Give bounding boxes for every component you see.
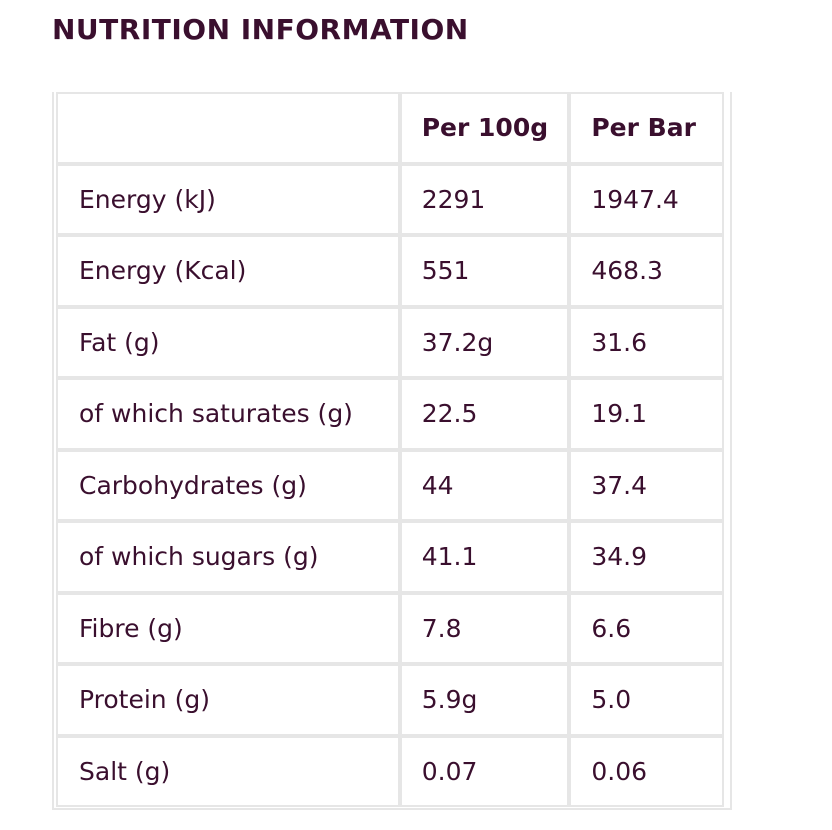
nutrient-label: Fibre (g) [58,595,398,663]
table-row: Salt (g) 0.07 0.06 [58,738,722,806]
per-100g-value: 7.8 [402,595,568,663]
per-bar-value: 5.0 [571,666,722,734]
nutrient-label: Energy (Kcal) [58,237,398,305]
per-bar-value: 37.4 [571,452,722,520]
page-title: NUTRITION INFORMATION [52,13,469,46]
table-row: of which saturates (g) 22.5 19.1 [58,380,722,448]
per-100g-value: 5.9g [402,666,568,734]
nutrient-label: Salt (g) [58,738,398,806]
per-100g-value: 37.2g [402,309,568,377]
table-row: Fat (g) 37.2g 31.6 [58,309,722,377]
per-bar-value: 19.1 [571,380,722,448]
per-100g-value: 41.1 [402,523,568,591]
table-header-row: Per 100g Per Bar [58,94,722,162]
table-row: Energy (Kcal) 551 468.3 [58,237,722,305]
nutrient-label: Protein (g) [58,666,398,734]
per-bar-value: 31.6 [571,309,722,377]
nutrition-table: Per 100g Per Bar Energy (kJ) 2291 1947.4… [54,90,726,809]
nutrient-label: of which saturates (g) [58,380,398,448]
nutrition-table-container: Per 100g Per Bar Energy (kJ) 2291 1947.4… [52,92,732,810]
per-bar-value: 34.9 [571,523,722,591]
per-100g-value: 0.07 [402,738,568,806]
table-row: Energy (kJ) 2291 1947.4 [58,166,722,234]
nutrient-label: of which sugars (g) [58,523,398,591]
header-per-100g: Per 100g [402,94,568,162]
per-100g-value: 44 [402,452,568,520]
table-row: Protein (g) 5.9g 5.0 [58,666,722,734]
per-bar-value: 468.3 [571,237,722,305]
per-100g-value: 22.5 [402,380,568,448]
per-bar-value: 0.06 [571,738,722,806]
header-nutrient [58,94,398,162]
nutrient-label: Carbohydrates (g) [58,452,398,520]
per-bar-value: 6.6 [571,595,722,663]
table-row: Carbohydrates (g) 44 37.4 [58,452,722,520]
table-row: of which sugars (g) 41.1 34.9 [58,523,722,591]
per-bar-value: 1947.4 [571,166,722,234]
nutrient-label: Fat (g) [58,309,398,377]
nutrient-label: Energy (kJ) [58,166,398,234]
per-100g-value: 551 [402,237,568,305]
per-100g-value: 2291 [402,166,568,234]
header-per-bar: Per Bar [571,94,722,162]
table-row: Fibre (g) 7.8 6.6 [58,595,722,663]
